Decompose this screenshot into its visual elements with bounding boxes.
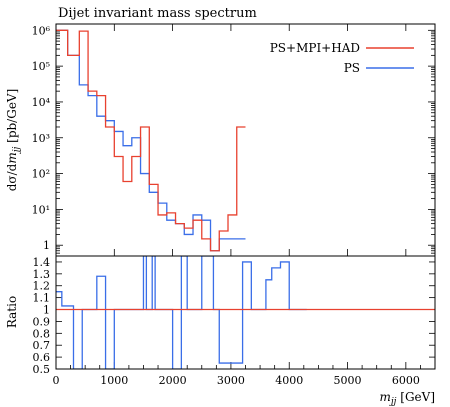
legend-label-ps-mpi-had: PS+MPI+HAD [270,41,360,55]
ratio-x-ticks: 0 1000 2000 3000 4000 5000 6000 [53,362,436,387]
main-series-line-0 [56,29,246,252]
main-y-axis-label: dσ/dmjj [pb/GeV] [5,89,22,192]
x-tick-label: 1000 [100,374,128,387]
main-frame [55,23,436,257]
main-y-ticks: 10⁶ 10⁵ 10⁴ 10³ 10² 10¹ 1 [32,24,435,257]
ratio-y-tick-label: 0.9 [33,315,51,328]
main-y-tick-label: 10⁴ [32,96,51,109]
ratio-y-axis-label: Ratio [5,296,19,328]
legend-label-ps: PS [344,61,360,75]
main-series [56,29,246,252]
x-tick-label: 2000 [159,374,187,387]
ratio-y-tick-label: 0.5 [33,363,51,376]
ratio-y-tick-label: 1 [43,304,50,317]
x-tick-label: 0 [53,374,60,387]
ratio-frame [55,255,436,370]
ratio-y-tick-label: 1.2 [33,280,51,293]
ratio-y-ticks: 0.50.60.70.80.911.11.21.31.4 [33,256,435,376]
main-y-tick-label: 10² [32,168,50,181]
main-y-tick-label: 10⁵ [32,60,50,73]
main-y-tick-label: 10¹ [32,203,50,216]
x-tick-label: 5000 [334,374,362,387]
ratio-y-tick-label: 1.3 [33,268,51,281]
legend: PS+MPI+HAD PS [270,41,414,75]
main-panel: 10⁶ 10⁵ 10⁴ 10³ 10² 10¹ 1 dσ/dmjj [pb/GeV] [5,23,436,257]
ratio-series [56,256,435,369]
main-y-tick-label: 1 [43,239,50,252]
x-tick-label: 4000 [275,374,303,387]
ratio-y-tick-label: 0.7 [33,339,51,352]
x-axis-label: mjj [GeV] [379,390,435,407]
ratio-y-tick-label: 0.6 [33,351,51,364]
ratio-panel: 0.50.60.70.80.911.11.21.31.4 0 1000 2000 30… [5,255,436,407]
x-tick-label: 6000 [392,374,420,387]
ratio-y-tick-label: 1.1 [33,292,51,305]
x-tick-label: 3000 [217,374,245,387]
main-y-tick-label: 10⁶ [32,24,51,37]
ratio-y-tick-label: 0.8 [33,327,51,340]
main-series-line-1 [56,29,246,252]
main-y-tick-label: 10³ [32,132,50,145]
chart-title: Dijet invariant mass spectrum [58,6,257,21]
ratio-series-line-0 [56,256,307,369]
ratio-y-tick-label: 1.4 [33,256,51,269]
